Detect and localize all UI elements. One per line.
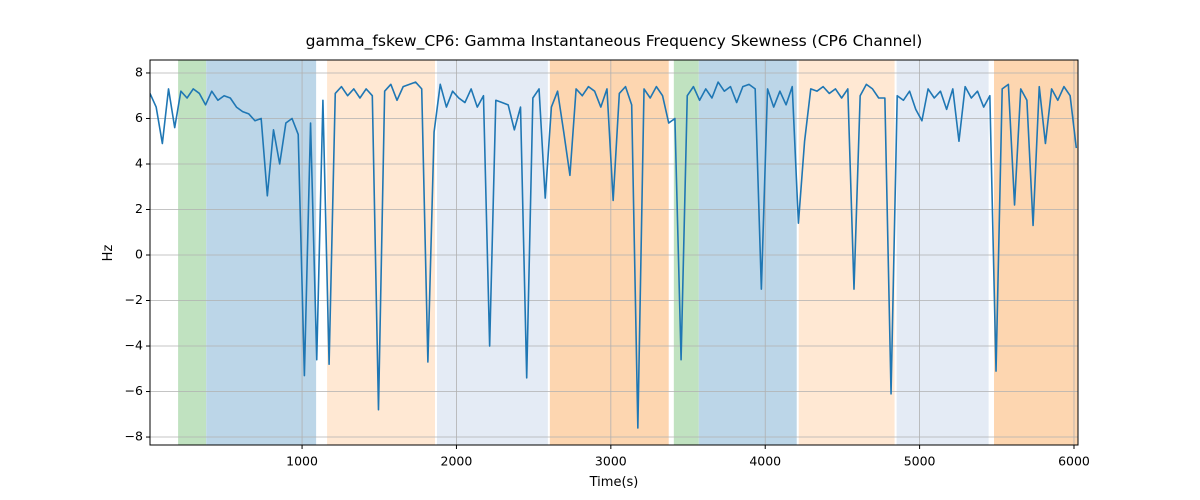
- shaded-region: [178, 60, 207, 445]
- y-tick-label: −8: [125, 429, 143, 444]
- shaded-region: [798, 60, 895, 445]
- x-tick-label: 5000: [904, 454, 936, 469]
- y-tick-label: 4: [135, 155, 143, 170]
- y-tick-label: 2: [135, 201, 143, 216]
- x-axis-label: Time(s): [589, 475, 639, 490]
- y-tick-label: −6: [125, 383, 143, 398]
- shaded-region: [994, 60, 1078, 445]
- x-tick-label: 1000: [286, 454, 318, 469]
- y-tick-label: 6: [135, 110, 143, 125]
- y-tick-label: 8: [135, 64, 143, 79]
- x-tick-label: 6000: [1058, 454, 1090, 469]
- x-tick-label: 2000: [441, 454, 473, 469]
- y-tick-label: −2: [125, 292, 143, 307]
- y-axis-label: Hz: [101, 245, 116, 262]
- data-line: [150, 81, 1078, 429]
- shaded-region: [896, 60, 989, 445]
- shaded-region: [698, 60, 797, 445]
- x-tick-label: 3000: [595, 454, 627, 469]
- plot-frame: [149, 59, 1079, 446]
- y-tick-label: −4: [125, 338, 143, 353]
- x-tick-label: 4000: [749, 454, 781, 469]
- y-tick-label: 0: [135, 247, 143, 262]
- chart-title: gamma_fskew_CP6: Gamma Instantaneous Fre…: [306, 32, 923, 51]
